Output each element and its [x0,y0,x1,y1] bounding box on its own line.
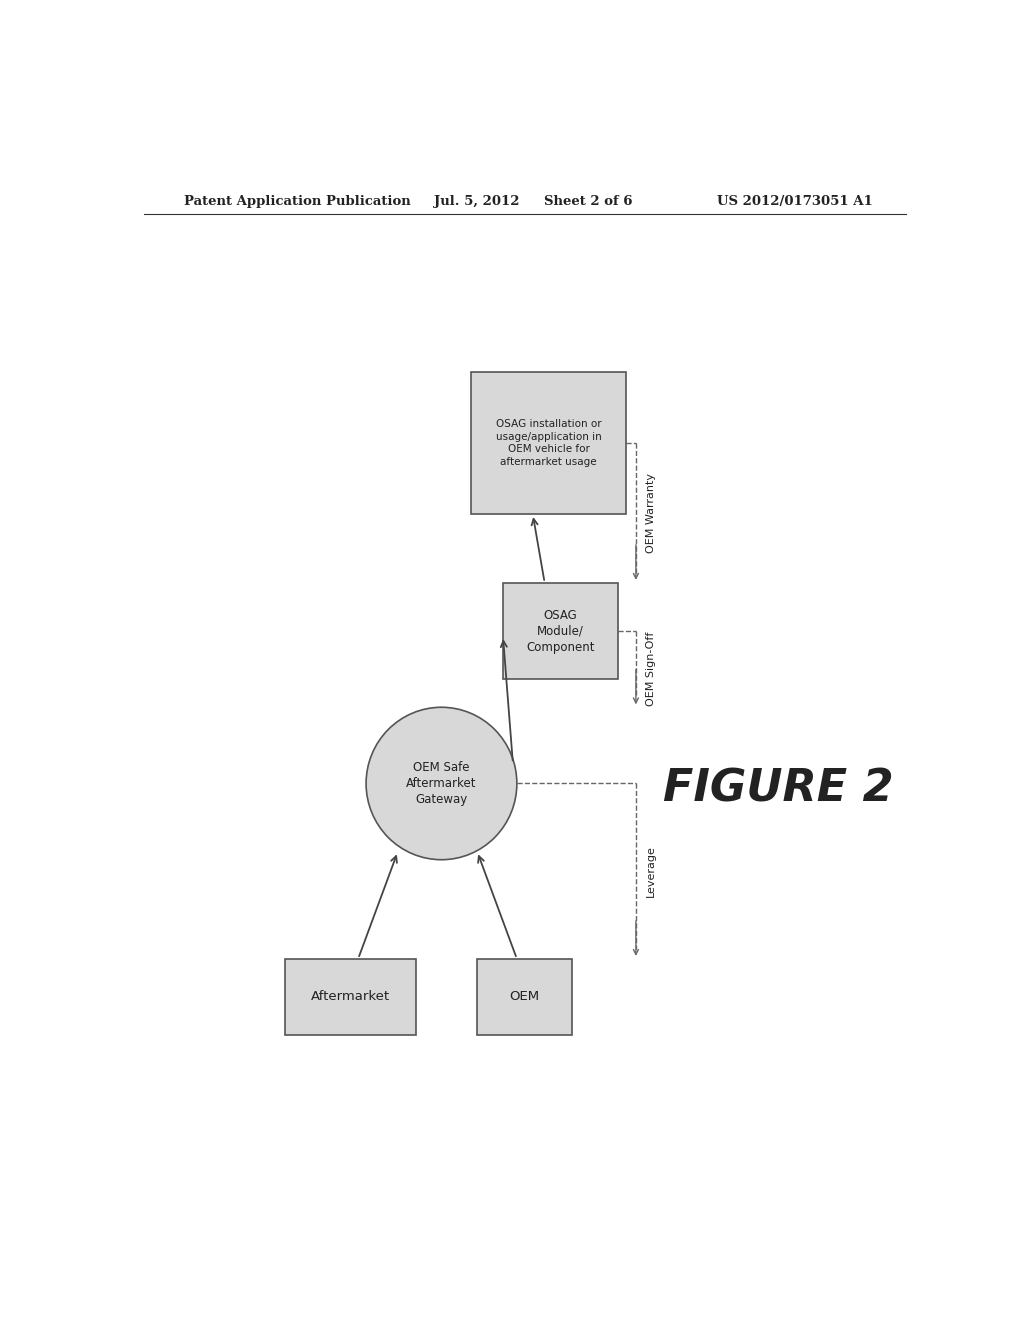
Text: Patent Application Publication: Patent Application Publication [183,194,411,207]
Ellipse shape [367,708,517,859]
Text: US 2012/0173051 A1: US 2012/0173051 A1 [717,194,872,207]
Text: FIGURE 2: FIGURE 2 [664,767,894,810]
FancyBboxPatch shape [285,958,416,1035]
FancyBboxPatch shape [477,958,572,1035]
Text: Sheet 2 of 6: Sheet 2 of 6 [544,194,633,207]
FancyBboxPatch shape [503,582,618,680]
Text: Jul. 5, 2012: Jul. 5, 2012 [434,194,520,207]
Text: OEM: OEM [510,990,540,1003]
Text: Aftermarket: Aftermarket [310,990,390,1003]
Text: OSAG installation or
usage/application in
OEM vehicle for
aftermarket usage: OSAG installation or usage/application i… [496,420,601,466]
FancyBboxPatch shape [471,372,626,515]
Text: OSAG
Module/
Component: OSAG Module/ Component [526,609,595,653]
Text: OEM Sign-Off: OEM Sign-Off [646,632,656,706]
Text: Leverage: Leverage [646,845,656,898]
Text: OEM Warranty: OEM Warranty [646,473,656,553]
Text: OEM Safe
Aftermarket
Gateway: OEM Safe Aftermarket Gateway [407,762,477,807]
